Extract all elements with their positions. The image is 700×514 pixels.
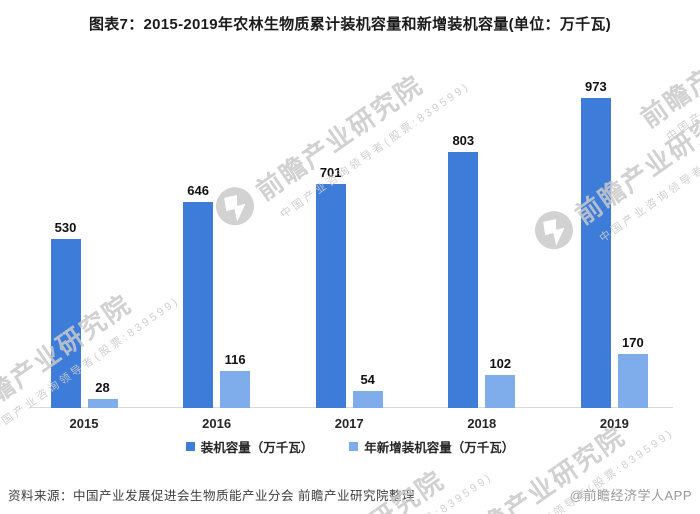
x-tick-label: 2018: [467, 416, 497, 431]
x-axis-line: [30, 407, 673, 408]
legend-label: 年新增装机容量（万千瓦）: [364, 441, 515, 455]
bar-value-label: 701: [319, 165, 342, 180]
x-tick-label: 2016: [202, 416, 232, 431]
bar-2018-new: [485, 375, 516, 408]
bar-2017-new: [352, 391, 383, 408]
bar-2015-new: [87, 399, 118, 408]
bar-value-label: 646: [187, 183, 209, 198]
bar-2017-cumulative: [315, 184, 346, 408]
watermark-subtext: 中国产业咨询领导者(股票:839599): [0, 294, 183, 436]
qianzhan-logo-icon: [528, 204, 584, 261]
legend: 装机容量（万千瓦） 年新增装机容量（万千瓦）: [0, 437, 700, 456]
watermark-text: 前瞻产业研究院: [635, 0, 700, 134]
bar-2019-new: [617, 354, 648, 408]
x-tick-label: 2017: [334, 416, 364, 431]
bar-value-label: 54: [360, 372, 375, 387]
legend-item-new: 年新增装机容量（万千瓦）: [349, 437, 514, 456]
legend-label: 装机容量（万千瓦）: [200, 441, 314, 455]
watermark-unit: 前瞻产业研究院中国产业咨询领导者(股票:839599): [528, 65, 700, 276]
watermark-unit: 前瞻产业研究院中国产业咨询领导者(股票:839599): [632, 0, 700, 150]
bar-value-label: 116: [224, 352, 246, 367]
bar-value-label: 530: [54, 220, 77, 235]
x-tick-label: 2015: [69, 416, 99, 431]
bar-2015-cumulative: [50, 239, 81, 408]
bar-value-label: 28: [95, 380, 110, 395]
watermark-subtext: 中国产业咨询领导者(股票:839599): [597, 104, 700, 245]
legend-swatch-icon: [349, 442, 359, 451]
watermark-subtext: 中国产业咨询领导者(股票:839599): [664, 2, 700, 144]
bar-value-label: 102: [489, 356, 512, 371]
bar-2016-cumulative: [183, 202, 214, 408]
bar-value-label: 973: [585, 79, 607, 94]
bar-value-label: 803: [452, 133, 475, 148]
footer: 资料来源：中国产业发展促进会生物质能产业分会 前瞻产业研究院整理 @前瞻经济学人…: [8, 485, 692, 504]
credit-text: @前瞻经济学人APP: [569, 488, 692, 503]
watermark-subtext: 中国产业咨询领导者(股票:839599): [278, 80, 473, 221]
chart-title: 图表7：2015-2019年农林生物质累计装机容量和新增装机容量(单位：万千瓦): [88, 16, 612, 33]
legend-item-cumulative: 装机容量（万千瓦）: [185, 437, 314, 456]
legend-swatch-icon: [185, 442, 195, 451]
watermark-unit: 前瞻产业研究院中国产业咨询领导者(股票:839599): [0, 260, 183, 442]
bar-2019-cumulative: [580, 98, 611, 408]
bar-value-label: 170: [622, 335, 644, 350]
bar-2016-new: [220, 371, 251, 408]
bar-2018-cumulative: [448, 152, 479, 408]
source-text: 资料来源：中国产业发展促进会生物质能产业分会 前瞻产业研究院整理: [8, 489, 415, 503]
x-tick-label: 2019: [599, 416, 629, 431]
